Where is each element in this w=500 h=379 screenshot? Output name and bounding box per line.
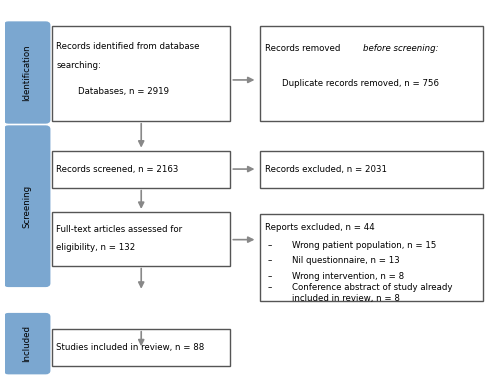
Text: Records screened, n = 2163: Records screened, n = 2163 <box>56 164 179 174</box>
Text: Wrong intervention, n = 8: Wrong intervention, n = 8 <box>292 272 404 281</box>
FancyBboxPatch shape <box>4 314 50 374</box>
Text: Records removed: Records removed <box>264 44 343 53</box>
Text: Wrong patient population, n = 15: Wrong patient population, n = 15 <box>292 241 436 250</box>
Text: searching:: searching: <box>56 61 102 70</box>
FancyBboxPatch shape <box>52 212 231 266</box>
Text: Reports excluded, n = 44: Reports excluded, n = 44 <box>264 223 374 232</box>
Text: Studies included in review, n = 88: Studies included in review, n = 88 <box>56 343 204 352</box>
Text: Conference abstract of study already: Conference abstract of study already <box>292 283 452 293</box>
Text: Identification: Identification <box>22 44 32 101</box>
Text: before screening:: before screening: <box>364 44 439 53</box>
Text: –: – <box>267 272 272 281</box>
Text: Databases, n = 2919: Databases, n = 2919 <box>78 86 170 96</box>
Text: Records excluded, n = 2031: Records excluded, n = 2031 <box>264 164 386 174</box>
Text: Nil questionnaire, n = 13: Nil questionnaire, n = 13 <box>292 256 400 265</box>
Text: Records identified from database: Records identified from database <box>56 42 200 51</box>
Text: –: – <box>267 283 272 293</box>
Text: Screening: Screening <box>22 185 32 228</box>
Text: Duplicate records removed, n = 756: Duplicate records removed, n = 756 <box>282 79 439 88</box>
FancyBboxPatch shape <box>52 150 231 188</box>
FancyBboxPatch shape <box>52 329 231 366</box>
Text: –: – <box>267 241 272 250</box>
Text: eligibility, n = 132: eligibility, n = 132 <box>56 243 136 252</box>
Text: –: – <box>267 256 272 265</box>
Text: Full-text articles assessed for: Full-text articles assessed for <box>56 225 182 234</box>
FancyBboxPatch shape <box>52 26 231 121</box>
FancyBboxPatch shape <box>260 150 483 188</box>
Text: included in review, n = 8: included in review, n = 8 <box>292 294 400 303</box>
FancyBboxPatch shape <box>4 22 50 123</box>
FancyBboxPatch shape <box>260 214 483 301</box>
FancyBboxPatch shape <box>260 26 483 121</box>
FancyBboxPatch shape <box>4 126 50 286</box>
Text: Included: Included <box>22 325 32 362</box>
